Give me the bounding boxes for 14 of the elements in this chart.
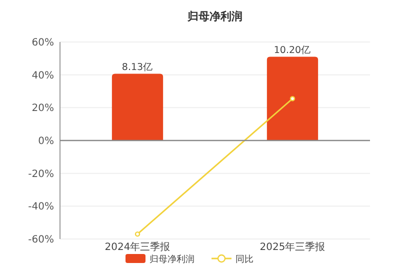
y-tick-label: -40%: [28, 202, 54, 213]
data-label: 10.20亿: [274, 44, 312, 56]
y-tick-label: 0%: [38, 136, 54, 147]
chart-title: 归母净利润: [186, 10, 242, 23]
x-tick-label: 2025年三季报: [260, 241, 326, 253]
y-tick-label: -60%: [28, 234, 54, 246]
legend-label: 归母净利润: [150, 254, 194, 265]
data-label: 8.13亿: [122, 62, 154, 73]
y-tick-label: 20%: [32, 103, 54, 114]
legend-label: 同比: [236, 254, 254, 265]
y-tick-label: -20%: [28, 168, 54, 180]
y-tick-label: 60%: [32, 38, 54, 48]
x-tick-label: 2024年三季报: [104, 241, 170, 253]
y-tick-label: 40%: [32, 70, 54, 82]
